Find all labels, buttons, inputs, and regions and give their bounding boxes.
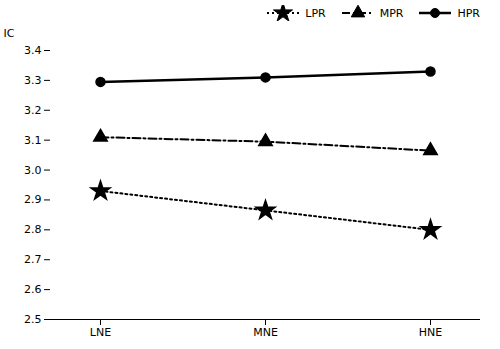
svg-text:3.3: 3.3 (24, 74, 42, 87)
svg-text:2.6: 2.6 (24, 283, 42, 296)
svg-text:LNE: LNE (90, 326, 111, 339)
svg-text:2.7: 2.7 (24, 253, 42, 266)
svg-text:3.1: 3.1 (24, 134, 42, 147)
svg-text:2.9: 2.9 (24, 193, 42, 206)
html-text:HPR: HPR (457, 6, 480, 20)
svg-text:3.2: 3.2 (24, 104, 42, 117)
html-text:LPR: LPR (305, 6, 326, 20)
svg-text:3.0: 3.0 (24, 164, 42, 177)
svg-text:3.4: 3.4 (24, 44, 42, 57)
html-text:MPR: MPR (379, 6, 404, 20)
svg-text:IC: IC (4, 27, 15, 40)
svg-text:2.8: 2.8 (24, 223, 42, 236)
svg-text:2.5: 2.5 (24, 313, 42, 326)
svg-text:HNE: HNE (419, 326, 443, 339)
svg-text:MNE: MNE (253, 326, 278, 339)
